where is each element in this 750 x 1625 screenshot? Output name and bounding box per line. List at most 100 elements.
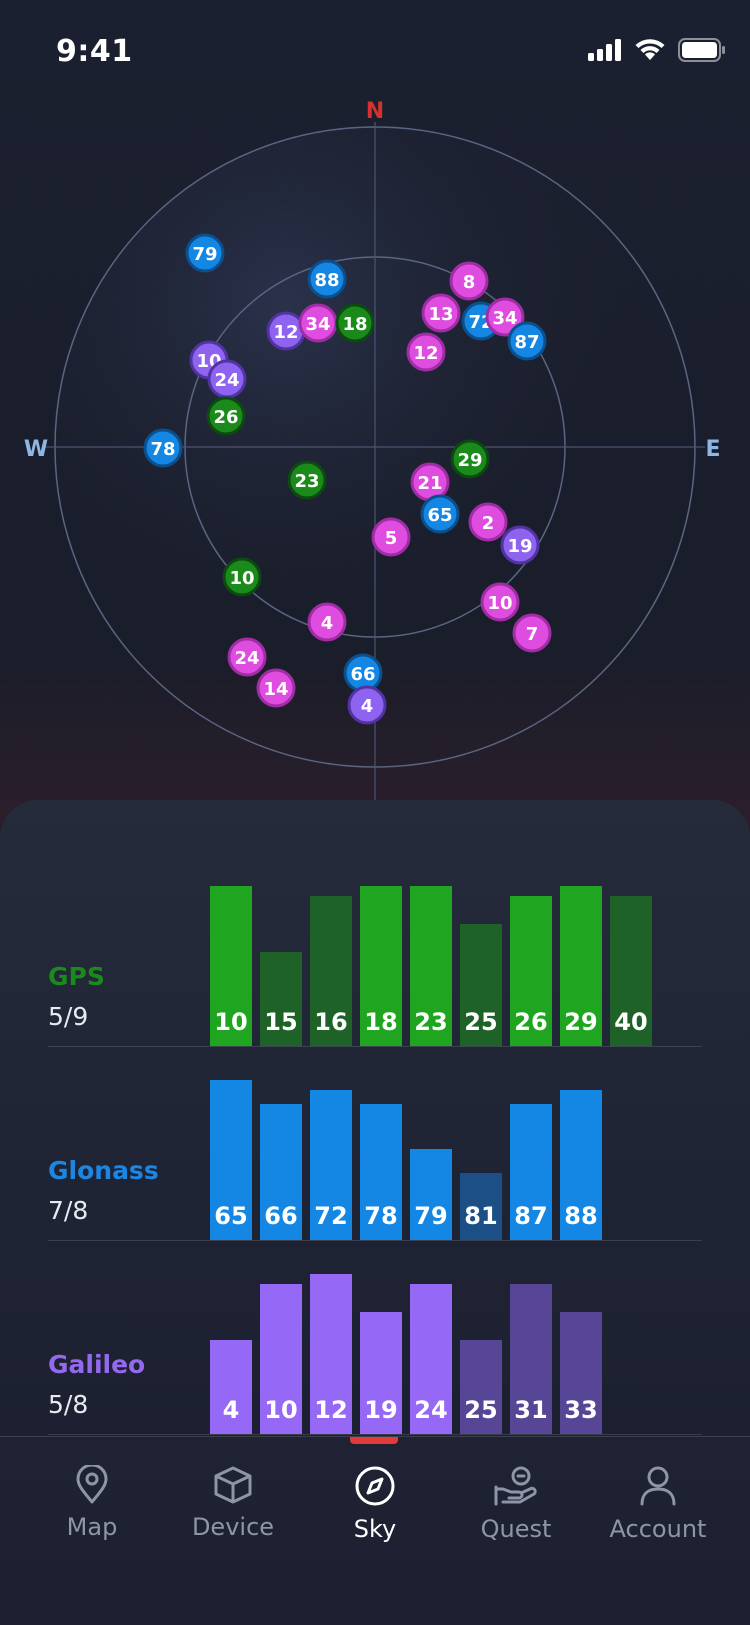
signal-bar[interactable]: 25 (460, 1340, 502, 1434)
signal-bar[interactable]: 66 (260, 1104, 302, 1240)
signal-bar[interactable]: 23 (410, 886, 452, 1046)
satellite-id: 18 (342, 314, 367, 335)
signal-bar-label: 16 (314, 1008, 348, 1036)
satellite-marker[interactable]: 8 (449, 261, 489, 301)
satellite-id: 5 (385, 528, 398, 549)
signal-bar[interactable]: 40 (610, 896, 652, 1046)
satellite-id: 10 (487, 593, 512, 614)
satellite-marker[interactable]: 78 (143, 428, 183, 468)
satellite-marker[interactable]: 12 (406, 332, 446, 372)
satellite-marker[interactable]: 23 (287, 460, 327, 500)
satellite-marker[interactable]: 18 (335, 303, 375, 343)
compass-east: E (705, 437, 720, 462)
signal-bar-label: 4 (222, 1396, 240, 1424)
signal-bar[interactable]: 31 (510, 1284, 552, 1434)
signal-bar[interactable]: 10 (210, 886, 252, 1046)
satellite-id: 13 (428, 304, 453, 325)
satellite-marker[interactable]: 87 (507, 321, 547, 361)
signal-bar[interactable]: 12 (310, 1274, 352, 1434)
tab-bar: Map Device Sky Quest Account (0, 1436, 750, 1625)
signal-bar-label: 66 (264, 1202, 298, 1230)
signal-bar-label: 10 (264, 1396, 298, 1424)
signal-bar-label: 18 (364, 1008, 398, 1036)
satellite-marker[interactable]: 88 (307, 259, 347, 299)
signal-bar[interactable]: 79 (410, 1149, 452, 1240)
constellation-count: 7/8 (48, 1196, 89, 1225)
satellite-marker[interactable]: 34 (298, 303, 338, 343)
tab-quest-label: Quest (480, 1515, 552, 1543)
satellite-marker[interactable]: 4 (307, 602, 347, 642)
signal-bar[interactable]: 78 (360, 1104, 402, 1240)
signal-bar-label: 12 (314, 1396, 348, 1424)
signal-bar[interactable]: 65 (210, 1080, 252, 1240)
person-icon (640, 1466, 676, 1506)
sky-plot[interactable]: N W E 79 88 8 13 72 34 87 12 34 18 12 10 24 26 78 29 23 2… (0, 80, 750, 800)
signal-bar[interactable]: 10 (260, 1284, 302, 1434)
satellite-marker[interactable]: 13 (421, 293, 461, 333)
signal-bar[interactable]: 87 (510, 1104, 552, 1240)
satellite-marker[interactable]: 29 (450, 439, 490, 479)
tab-account-label: Account (609, 1515, 707, 1543)
signal-strength-panel: GPS 5/9 10 15 16 18 23 25 26 29 40 Glonass 7/8 65 66 72… (0, 800, 750, 1440)
satellite-marker[interactable]: 66 (343, 653, 383, 693)
tab-map[interactable]: Map (22, 1437, 162, 1587)
signal-bar[interactable]: 88 (560, 1090, 602, 1240)
signal-bar[interactable]: 19 (360, 1312, 402, 1434)
satellite-marker[interactable]: 21 (410, 462, 450, 502)
tab-sky-label: Sky (353, 1515, 397, 1543)
tab-sky[interactable]: Sky (305, 1437, 445, 1587)
signal-bar[interactable]: 18 (360, 886, 402, 1046)
satellite-id: 8 (463, 272, 476, 293)
satellite-id: 10 (229, 568, 254, 589)
signal-bar[interactable]: 72 (310, 1090, 352, 1240)
tab-device[interactable]: Device (163, 1437, 303, 1587)
battery-icon (678, 38, 725, 62)
satellite-marker[interactable]: 34 (485, 297, 525, 337)
constellation-row-galileo: Galileo 5/8 4 10 12 19 24 25 31 33 (48, 1240, 702, 1435)
satellite-marker[interactable]: 5 (371, 517, 411, 557)
signal-bar[interactable]: 25 (460, 924, 502, 1046)
satellite-id: 29 (457, 450, 482, 471)
signal-bar[interactable]: 33 (560, 1312, 602, 1434)
satellite-id: 24 (214, 370, 239, 391)
satellite-id: 88 (314, 270, 339, 291)
signal-bar[interactable]: 15 (260, 952, 302, 1046)
tab-quest[interactable]: Quest (446, 1437, 586, 1587)
satellite-marker[interactable]: 10 (480, 582, 520, 622)
signal-bar-label: 26 (514, 1008, 548, 1036)
signal-bar-label: 40 (614, 1008, 648, 1036)
signal-bar-label: 10 (214, 1008, 248, 1036)
constellation-name: GPS (48, 962, 105, 991)
satellite-marker[interactable]: 24 (227, 637, 267, 677)
satellite-marker[interactable]: 2 (468, 502, 508, 542)
signal-bar[interactable]: 4 (210, 1340, 252, 1434)
satellite-marker[interactable]: 10 (222, 557, 262, 597)
signal-bar[interactable]: 81 (460, 1173, 502, 1240)
signal-bar-label: 25 (464, 1396, 498, 1424)
tab-account[interactable]: Account (588, 1437, 728, 1587)
signal-bar[interactable]: 24 (410, 1284, 452, 1434)
map-pin-icon (76, 1465, 108, 1504)
satellite-id: 12 (413, 343, 438, 364)
satellite-marker[interactable]: 26 (206, 396, 246, 436)
signal-bar[interactable]: 29 (560, 886, 602, 1046)
signal-bar-label: 65 (214, 1202, 248, 1230)
satellite-id: 12 (273, 322, 298, 343)
signal-bar-label: 25 (464, 1008, 498, 1036)
satellite-id: 34 (305, 314, 330, 335)
signal-bar[interactable]: 26 (510, 896, 552, 1046)
satellite-id: 87 (514, 332, 539, 353)
signal-bar-label: 81 (464, 1202, 498, 1230)
satellite-marker[interactable]: 65 (420, 494, 460, 534)
satellite-marker[interactable]: 24 (207, 359, 247, 399)
satellite-marker[interactable]: 7 (512, 613, 552, 653)
signal-bars: 4 10 12 19 24 25 31 33 (210, 1254, 690, 1434)
satellite-marker[interactable]: 4 (347, 685, 387, 725)
signal-bar[interactable]: 16 (310, 896, 352, 1046)
satellite-marker[interactable]: 79 (185, 233, 225, 273)
satellite-marker[interactable]: 14 (256, 668, 296, 708)
signal-bars: 10 15 16 18 23 25 26 29 40 (210, 866, 690, 1046)
satellite-marker[interactable]: 12 (266, 311, 306, 351)
constellation-row-glonass: Glonass 7/8 65 66 72 78 79 81 87 88 (48, 1046, 702, 1241)
satellite-marker[interactable]: 19 (500, 525, 540, 565)
